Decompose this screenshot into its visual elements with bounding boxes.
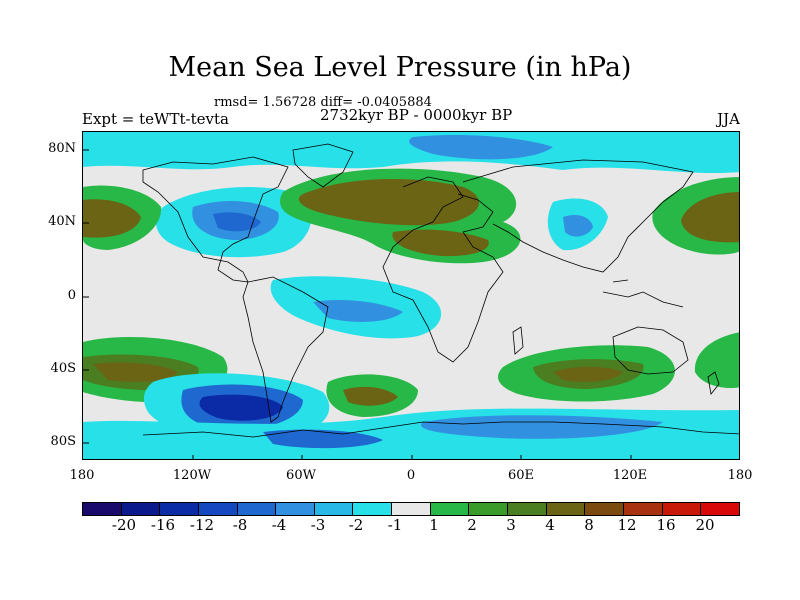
- colorbar-label: -20: [111, 516, 137, 534]
- colorbar-label: -2: [348, 516, 364, 534]
- lon-label-120w: 120W: [172, 468, 212, 483]
- colorbar-swatch: [469, 503, 509, 515]
- south-pacific-high-core: [93, 362, 178, 382]
- colorbar-label: 20: [695, 516, 715, 534]
- colorbar-label: 3: [506, 516, 516, 534]
- colorbar-swatch: [314, 503, 354, 515]
- europe-africa-outline: [382, 176, 504, 363]
- antarctic-coast: [142, 421, 739, 438]
- map-title: Mean Sea Level Pressure (in hPa): [168, 52, 632, 83]
- colorbar-label: -3: [310, 516, 326, 534]
- southern-ocean-low-inner: [421, 415, 663, 439]
- colorbar-swatch: [546, 503, 586, 515]
- east-south-pacific-high: [694, 332, 739, 389]
- colorbar-label: -12: [189, 516, 215, 534]
- colorbar-label: 8: [584, 516, 594, 534]
- tropical-atlantic-low-inner: [313, 300, 403, 322]
- lat-label-80s: 80S: [50, 434, 76, 449]
- middle-east-high: [392, 229, 489, 257]
- rmsd-diff-stats: rmsd= 1.56728 diff= -0.0405884: [214, 95, 432, 110]
- lon-label-0: 0: [406, 468, 416, 483]
- lat-label-80n: 80N: [48, 141, 76, 156]
- colorbar-label: 4: [545, 516, 555, 534]
- north-america-outline: [142, 156, 289, 283]
- eurasian-high-inner: [298, 178, 480, 226]
- season-label: JJA: [717, 110, 740, 128]
- southern-ocean-low-core: [263, 429, 383, 449]
- arctic-low-region: [83, 132, 739, 174]
- australia-outline: [612, 326, 689, 375]
- south-america-outline: [242, 276, 329, 423]
- indian-ocean-high-core: [553, 366, 623, 382]
- lat-label-40n: 40N: [48, 214, 76, 229]
- colorbar-swatch: [83, 503, 122, 515]
- lon-label-60e: 60E: [507, 468, 535, 483]
- colorbar-swatch: [508, 503, 547, 515]
- colorbar-swatch: [121, 503, 161, 515]
- lat-label-0: 0: [67, 288, 76, 303]
- colorbar-swatch: [585, 503, 624, 515]
- colorbar-label: -8: [232, 516, 248, 534]
- colorbar-swatch: [160, 503, 199, 515]
- north-atlantic-low-core: [213, 212, 261, 232]
- south-pacific-low-core: [199, 394, 283, 421]
- map-tick-marks: [83, 149, 632, 459]
- colorbar-swatch: [623, 503, 663, 515]
- colorbar-label: -16: [150, 516, 176, 534]
- madagascar-outline: [512, 326, 524, 355]
- indonesia-outline: [602, 279, 684, 308]
- lon-label-60w: 60W: [286, 468, 316, 483]
- colorbar-swatch: [198, 503, 238, 515]
- lon-label-180e: 180: [727, 468, 753, 483]
- colorbar-label: 1: [429, 516, 439, 534]
- greenland-outline: [292, 143, 354, 188]
- colorbar-swatch: [276, 503, 315, 515]
- pressure-map: [82, 131, 740, 460]
- colorbar-label: -1: [387, 516, 403, 534]
- lon-label-120e: 120E: [612, 468, 648, 483]
- new-zealand-outline: [707, 371, 720, 395]
- colorbar-swatch: [701, 503, 739, 515]
- colorbar-label: 12: [617, 516, 637, 534]
- colorbar-label: 16: [656, 516, 676, 534]
- period-label: 2732kyr BP - 0000kyr BP: [320, 106, 513, 124]
- colorbar-label: -4: [271, 516, 287, 534]
- map-canvas: [83, 132, 739, 459]
- lon-label-180w: 180: [69, 468, 95, 483]
- experiment-label: Expt = teWTt-tevta: [82, 110, 229, 128]
- arctic-low-core: [409, 135, 553, 160]
- colorbar-label: 2: [467, 516, 477, 534]
- colorbar-swatch: [430, 503, 470, 515]
- east-pacific-high-inner: [681, 192, 739, 243]
- west-pacific-high-inner: [83, 199, 141, 238]
- colorbar-swatch: [662, 503, 702, 515]
- asia-low-core: [563, 215, 593, 237]
- colorbar-swatch: [353, 503, 393, 515]
- colorbar: [82, 502, 740, 516]
- asia-outline: [462, 159, 694, 273]
- south-atlantic-high-core: [343, 386, 398, 406]
- lat-label-40s: 40S: [50, 361, 76, 376]
- colorbar-swatch: [392, 503, 431, 515]
- colorbar-swatch: [237, 503, 277, 515]
